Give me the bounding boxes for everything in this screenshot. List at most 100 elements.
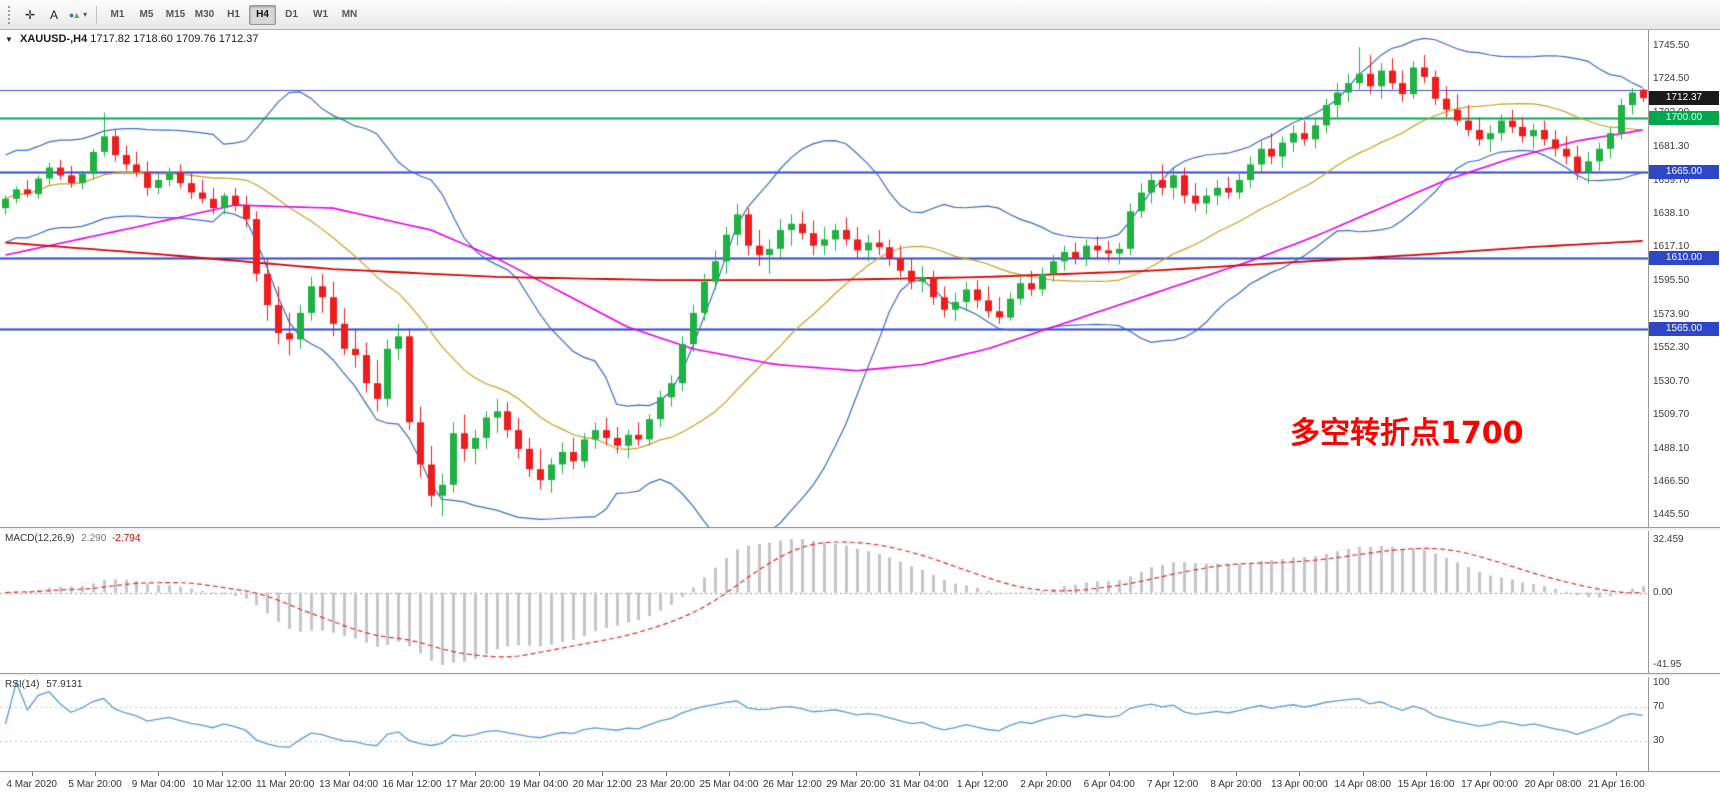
time-tick	[1426, 772, 1428, 776]
crosshair-icon: ✛	[24, 7, 36, 22]
triangle-icon: ▲	[72, 9, 82, 20]
text-tool-button[interactable]: A	[42, 4, 66, 26]
chart-area: ▼ XAUUSD-,H4 1717.82 1718.60 1709.76 171…	[0, 30, 1720, 796]
time-tick	[602, 772, 604, 776]
symbol-timeframe-label: XAUUSD-,H4	[19, 33, 88, 45]
time-axis-label: 7 Apr 12:00	[1147, 779, 1199, 790]
rsi-label: RSI(14) 57.9131	[5, 679, 82, 690]
price-axis-label: 1745.50	[1653, 40, 1690, 52]
timeframe-button-h4[interactable]: H4	[249, 4, 276, 25]
price-badge: 1700.00	[1649, 110, 1719, 125]
macd-axis-label: 32.459	[1653, 534, 1684, 545]
time-tick	[1489, 772, 1491, 776]
ellipse-icon: ●	[68, 9, 75, 20]
chart-title: ▼ XAUUSD-,H4 1717.82 1718.60 1709.76 171…	[5, 33, 259, 45]
time-axis-label: 17 Mar 20:00	[445, 779, 505, 790]
time-axis-label: 10 Mar 12:00	[192, 779, 252, 790]
price-chart-canvas[interactable]	[0, 30, 1648, 527]
price-axis-label: 1724.50	[1653, 73, 1690, 85]
rsi-axis-label: 70	[1653, 701, 1665, 713]
time-axis-label: 31 Mar 04:00	[889, 779, 949, 790]
time-axis[interactable]: 4 Mar 2020 5 Mar 20:00 9 Mar 04:00 10 Mar 1…	[0, 771, 1720, 796]
price-badge: 1610.00	[1649, 251, 1719, 266]
crosshair-tool-button[interactable]: ✛	[18, 4, 42, 26]
timeframe-button-m30[interactable]: M30	[191, 5, 218, 25]
timeframe-button-m1[interactable]: M1	[104, 5, 131, 25]
time-tick	[1236, 772, 1237, 776]
macd-signal-value: -2.794	[112, 533, 141, 544]
price-axis-label: 1595.50	[1653, 274, 1690, 286]
rsi-name: RSI(14)	[5, 679, 40, 690]
time-tick	[1552, 772, 1554, 776]
price-axis-border	[1648, 30, 1649, 796]
toolbar-grip[interactable]	[8, 5, 13, 24]
time-tick	[1109, 772, 1111, 776]
price-axis-label: 1573.90	[1653, 308, 1690, 320]
timeframe-button-h1[interactable]: H1	[220, 5, 247, 25]
rsi-value: 57.9131	[46, 679, 83, 690]
timeframe-button-m5[interactable]: M5	[133, 5, 160, 25]
time-tick	[412, 772, 413, 776]
time-tick	[1616, 772, 1618, 776]
time-tick	[95, 772, 97, 776]
rsi-panel: RSI(14) 57.9131 100 70 30	[0, 677, 1720, 771]
time-tick	[1362, 772, 1364, 776]
macd-canvas[interactable]	[0, 531, 1648, 673]
price-axis-label: 1659.70	[1653, 174, 1690, 186]
rsi-canvas[interactable]	[0, 677, 1648, 771]
time-tick	[475, 772, 477, 776]
price-badge: 1565.00	[1649, 321, 1719, 336]
time-tick	[31, 772, 33, 776]
rsi-axis-label: 100	[1653, 677, 1670, 688]
timeframe-button-m15[interactable]: M15	[162, 5, 189, 25]
timeframe-button-mn[interactable]: MN	[336, 5, 363, 25]
time-axis-label: 2 Apr 20:00	[1020, 779, 1072, 790]
price-axis-label: 1530.70	[1653, 376, 1690, 388]
time-axis-label: 26 Mar 12:00	[762, 779, 822, 790]
time-tick	[1172, 772, 1174, 776]
time-axis-label: 11 Mar 20:00	[256, 779, 315, 790]
time-tick	[728, 772, 730, 776]
price-badge: 1712.37	[1649, 91, 1719, 106]
price-axis-label: 1617.10	[1653, 241, 1690, 253]
time-axis-label: 20 Apr 08:00	[1524, 779, 1582, 790]
time-axis-label: 20 Mar 12:00	[572, 779, 632, 790]
price-badge: 1665.00	[1649, 165, 1719, 180]
time-tick	[919, 772, 921, 776]
time-tick	[1299, 772, 1301, 776]
price-axis-label: 1488.10	[1653, 442, 1690, 454]
time-tick	[855, 772, 857, 776]
time-tick	[1045, 772, 1047, 776]
timeframe-group: M1 M5 M15 M30 H1 H4 D1 W1 MN	[103, 4, 364, 25]
time-axis-label: 23 Mar 20:00	[636, 779, 695, 790]
panel-separator[interactable]	[0, 527, 1720, 531]
price-axis-label: 1681.30	[1653, 140, 1690, 152]
time-axis-label: 9 Mar 04:00	[131, 779, 186, 790]
macd-name: MACD(12,26,9)	[5, 533, 75, 544]
panel-separator[interactable]	[0, 673, 1720, 677]
time-tick	[665, 772, 667, 776]
time-axis-label: 19 Mar 04:00	[509, 779, 569, 790]
price-axis-label: 1466.50	[1653, 476, 1690, 488]
time-axis-label: 5 Mar 20:00	[68, 779, 122, 790]
collapse-icon[interactable]: ▼	[5, 35, 13, 44]
timeframe-button-w1[interactable]: W1	[307, 5, 334, 25]
macd-label: MACD(12,26,9) 2.290 -2.794	[5, 533, 140, 544]
price-axis-label: 1552.30	[1653, 342, 1690, 354]
time-axis-label: 29 Mar 20:00	[826, 779, 886, 790]
time-axis-label: 1 Apr 12:00	[956, 779, 1009, 790]
time-axis-label: 14 Apr 08:00	[1334, 779, 1392, 790]
time-axis-label: 13 Mar 04:00	[319, 779, 379, 790]
time-tick	[285, 772, 287, 776]
macd-panel: MACD(12,26,9) 2.290 -2.794 32.459 0.00 -41…	[0, 531, 1720, 673]
shapes-tool-button[interactable]: ● ▲ ▾	[66, 4, 90, 26]
price-axis-label: 1638.10	[1653, 208, 1690, 220]
timeframe-button-d1[interactable]: D1	[278, 5, 305, 25]
ohlc-values: 1717.82 1718.60 1709.76 1712.37	[90, 33, 259, 45]
toolbar-separator	[96, 5, 97, 24]
time-axis-label: 13 Apr 00:00	[1271, 779, 1328, 790]
time-axis-label: 17 Apr 00:00	[1461, 779, 1518, 790]
price-axis-label: 1509.70	[1653, 408, 1690, 420]
time-axis-label: 15 Apr 16:00	[1397, 779, 1455, 790]
time-tick	[348, 772, 350, 776]
